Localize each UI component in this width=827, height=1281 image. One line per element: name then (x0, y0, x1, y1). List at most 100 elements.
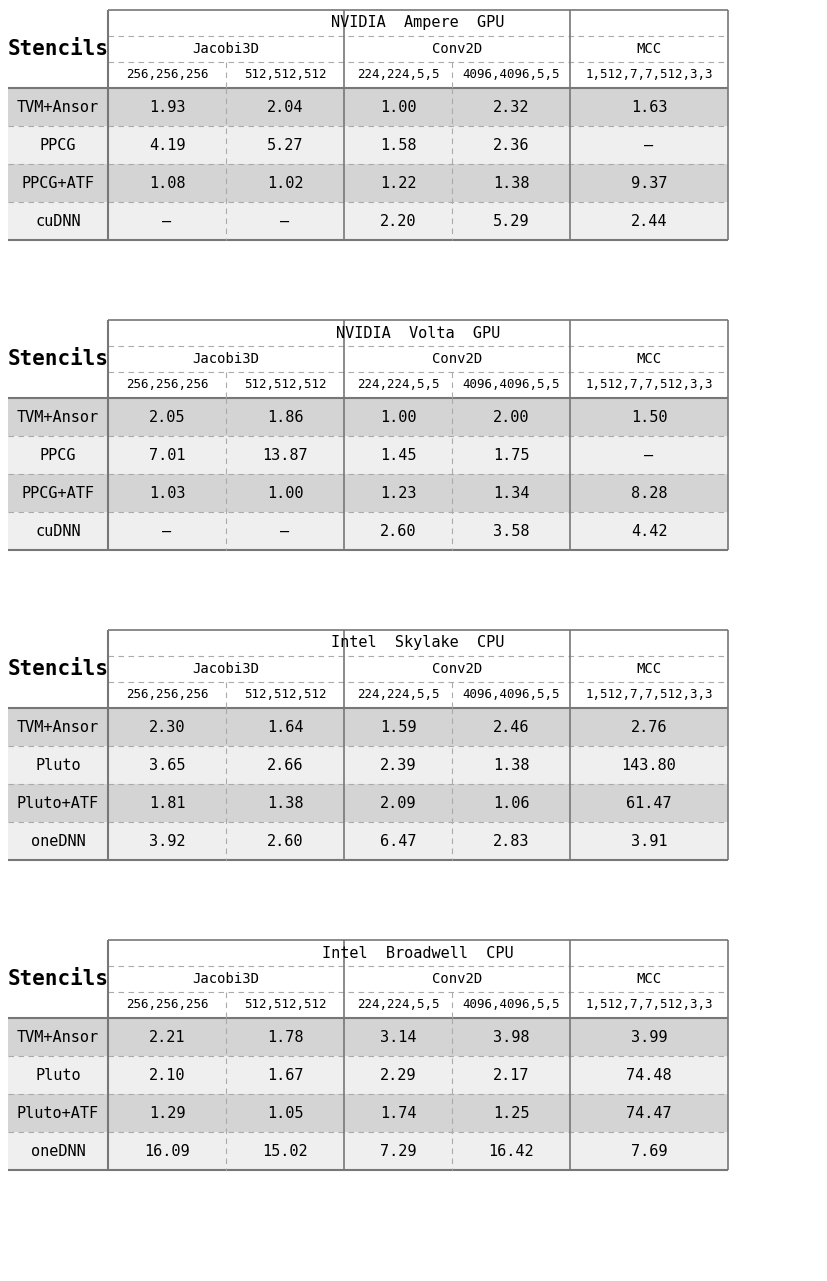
Text: 1.75: 1.75 (492, 447, 528, 462)
Text: 2.30: 2.30 (149, 720, 185, 734)
Text: TVM+Ansor: TVM+Ansor (17, 100, 99, 114)
Text: 2.39: 2.39 (380, 757, 416, 772)
Bar (8, 320, 108, 398)
Text: 9.37: 9.37 (630, 175, 667, 191)
Text: 256,256,256: 256,256,256 (126, 688, 208, 702)
Bar (108, 10, 727, 36)
Text: 2.76: 2.76 (630, 720, 667, 734)
Text: –: – (643, 447, 653, 462)
Text: 1.58: 1.58 (380, 137, 416, 152)
Text: Pluto: Pluto (35, 1067, 81, 1082)
Bar (8, 940, 108, 1018)
Text: 1.00: 1.00 (380, 410, 416, 424)
Text: 3.91: 3.91 (630, 834, 667, 848)
Text: oneDNN: oneDNN (31, 834, 85, 848)
Text: 224,224,5,5: 224,224,5,5 (356, 688, 438, 702)
Text: 1.29: 1.29 (149, 1106, 185, 1121)
Text: 4096,4096,5,5: 4096,4096,5,5 (461, 68, 559, 82)
Bar (8, 512, 727, 550)
Text: oneDNN: oneDNN (31, 1144, 85, 1158)
Bar (108, 36, 727, 61)
Bar (8, 474, 727, 512)
Text: 4096,4096,5,5: 4096,4096,5,5 (461, 378, 559, 392)
Text: 74.48: 74.48 (625, 1067, 671, 1082)
Text: 3.92: 3.92 (149, 834, 185, 848)
Text: 4096,4096,5,5: 4096,4096,5,5 (461, 998, 559, 1012)
Text: 2.17: 2.17 (492, 1067, 528, 1082)
Bar (8, 708, 727, 746)
Text: PPCG: PPCG (40, 447, 76, 462)
Text: 224,224,5,5: 224,224,5,5 (356, 998, 438, 1012)
Bar (8, 630, 108, 708)
Text: 1.86: 1.86 (266, 410, 303, 424)
Bar (8, 436, 727, 474)
Text: 74.47: 74.47 (625, 1106, 671, 1121)
Text: cuDNN: cuDNN (35, 214, 81, 228)
Text: 2.04: 2.04 (266, 100, 303, 114)
Text: Pluto+ATF: Pluto+ATF (17, 796, 99, 811)
Text: 1.03: 1.03 (149, 485, 185, 501)
Text: 2.05: 2.05 (149, 410, 185, 424)
Text: 7.69: 7.69 (630, 1144, 667, 1158)
Text: Intel  Skylake  CPU: Intel Skylake CPU (331, 635, 504, 651)
Bar (108, 656, 727, 681)
Text: 3.99: 3.99 (630, 1030, 667, 1044)
Text: 1.34: 1.34 (492, 485, 528, 501)
Text: Conv2D: Conv2D (432, 662, 481, 676)
Text: 3.58: 3.58 (492, 524, 528, 538)
Text: 512,512,512: 512,512,512 (243, 68, 326, 82)
Text: Pluto: Pluto (35, 757, 81, 772)
Text: 3.98: 3.98 (492, 1030, 528, 1044)
Text: 143.80: 143.80 (621, 757, 676, 772)
Text: 16.09: 16.09 (144, 1144, 189, 1158)
Text: –: – (162, 524, 171, 538)
Text: 224,224,5,5: 224,224,5,5 (356, 68, 438, 82)
Bar (108, 320, 727, 346)
Text: 15.02: 15.02 (262, 1144, 308, 1158)
Text: 1,512,7,7,512,3,3: 1,512,7,7,512,3,3 (585, 68, 712, 82)
Text: 1.00: 1.00 (266, 485, 303, 501)
Text: 224,224,5,5: 224,224,5,5 (356, 378, 438, 392)
Bar (8, 88, 727, 126)
Text: 2.29: 2.29 (380, 1067, 416, 1082)
Text: 1.78: 1.78 (266, 1030, 303, 1044)
Bar (8, 784, 727, 822)
Text: 1.23: 1.23 (380, 485, 416, 501)
Text: 256,256,256: 256,256,256 (126, 998, 208, 1012)
Text: PPCG+ATF: PPCG+ATF (22, 485, 94, 501)
Text: Jacobi3D: Jacobi3D (192, 352, 259, 366)
Text: 2.00: 2.00 (492, 410, 528, 424)
Text: Stencils: Stencils (7, 968, 108, 989)
Text: TVM+Ansor: TVM+Ansor (17, 720, 99, 734)
Text: 1.38: 1.38 (492, 757, 528, 772)
Text: Jacobi3D: Jacobi3D (192, 662, 259, 676)
Text: PPCG: PPCG (40, 137, 76, 152)
Text: 2.32: 2.32 (492, 100, 528, 114)
Bar (8, 1018, 727, 1056)
Text: NVIDIA  Ampere  GPU: NVIDIA Ampere GPU (331, 15, 504, 31)
Bar (108, 630, 727, 656)
Text: 16.42: 16.42 (488, 1144, 533, 1158)
Text: –: – (162, 214, 171, 228)
Text: 1.05: 1.05 (266, 1106, 303, 1121)
Text: 5.27: 5.27 (266, 137, 303, 152)
Text: 1.38: 1.38 (266, 796, 303, 811)
Text: Jacobi3D: Jacobi3D (192, 42, 259, 56)
Bar (8, 10, 108, 88)
Bar (8, 202, 727, 240)
Bar (108, 681, 727, 708)
Text: 61.47: 61.47 (625, 796, 671, 811)
Bar (108, 966, 727, 991)
Text: –: – (643, 137, 653, 152)
Bar (108, 371, 727, 398)
Text: Stencils: Stencils (7, 38, 108, 59)
Text: 1.25: 1.25 (492, 1106, 528, 1121)
Text: 2.44: 2.44 (630, 214, 667, 228)
Text: 1.06: 1.06 (492, 796, 528, 811)
Text: 256,256,256: 256,256,256 (126, 68, 208, 82)
Text: Conv2D: Conv2D (432, 352, 481, 366)
Text: –: – (280, 524, 289, 538)
Text: 512,512,512: 512,512,512 (243, 378, 326, 392)
Text: 512,512,512: 512,512,512 (243, 688, 326, 702)
Text: 1.00: 1.00 (380, 100, 416, 114)
